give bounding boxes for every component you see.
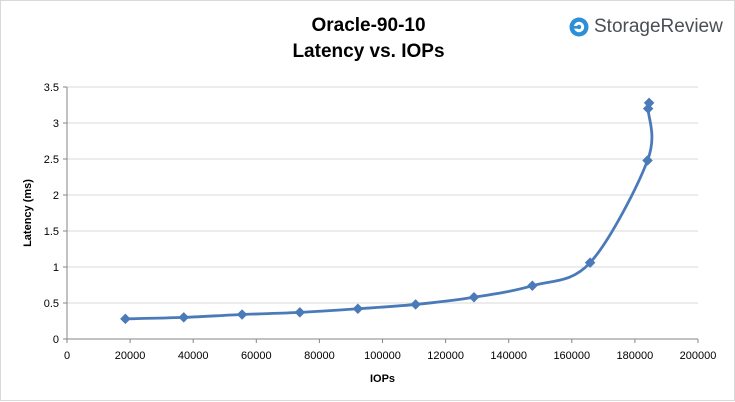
y-tick-label: 3 [53,118,59,130]
y-tick-label: 0.5 [44,298,59,310]
y-tick-label: 1.5 [44,226,59,238]
y-tick-label: 2 [53,190,59,202]
storagereview-logo-icon [569,17,589,37]
data-point [584,257,596,269]
chart-subtitle: Latency vs. IOPs [292,41,445,62]
x-tick-label: 160000 [553,350,590,362]
y-tick-label: 3.5 [44,82,59,94]
y-tick-label: 2.5 [44,154,59,166]
y-axis-label: Latency (ms) [22,179,34,247]
x-axis-label: IOPs [370,373,395,385]
data-point [527,280,538,292]
x-tick-label: 100000 [364,350,401,362]
x-tick-label: 60000 [241,350,272,362]
data-point [643,97,655,109]
chart-title: Oracle-90-10 [311,15,426,36]
data-point [120,313,131,325]
x-tick-label: 120000 [427,350,464,362]
x-tick-label: 20000 [115,350,146,362]
data-point [178,312,190,323]
axes [63,86,699,343]
data-point [236,309,248,320]
x-tick-label: 0 [64,350,70,362]
series [120,97,655,325]
data-point [642,155,653,166]
data-point [410,299,421,310]
tick-labels: 0 0.5 1 1.5 2 2.5 3 3.5 0 20000 40000 60000 80000 100… [44,82,717,362]
y-tick-label: 1 [53,262,59,274]
x-tick-label: 180000 [617,350,654,362]
x-tick-label: 140000 [490,350,527,362]
data-point [352,303,364,315]
x-tick-label: 40000 [178,350,209,362]
gridlines [67,86,698,304]
brand-name: StorageReview [594,16,723,37]
series-line [123,101,654,321]
y-tick-label: 0 [53,334,59,346]
x-tick-label: 200000 [680,350,717,362]
x-tick-label: 80000 [304,350,335,362]
brand-logo: StorageReview [569,16,723,38]
data-point [294,307,306,318]
data-point [468,291,480,303]
